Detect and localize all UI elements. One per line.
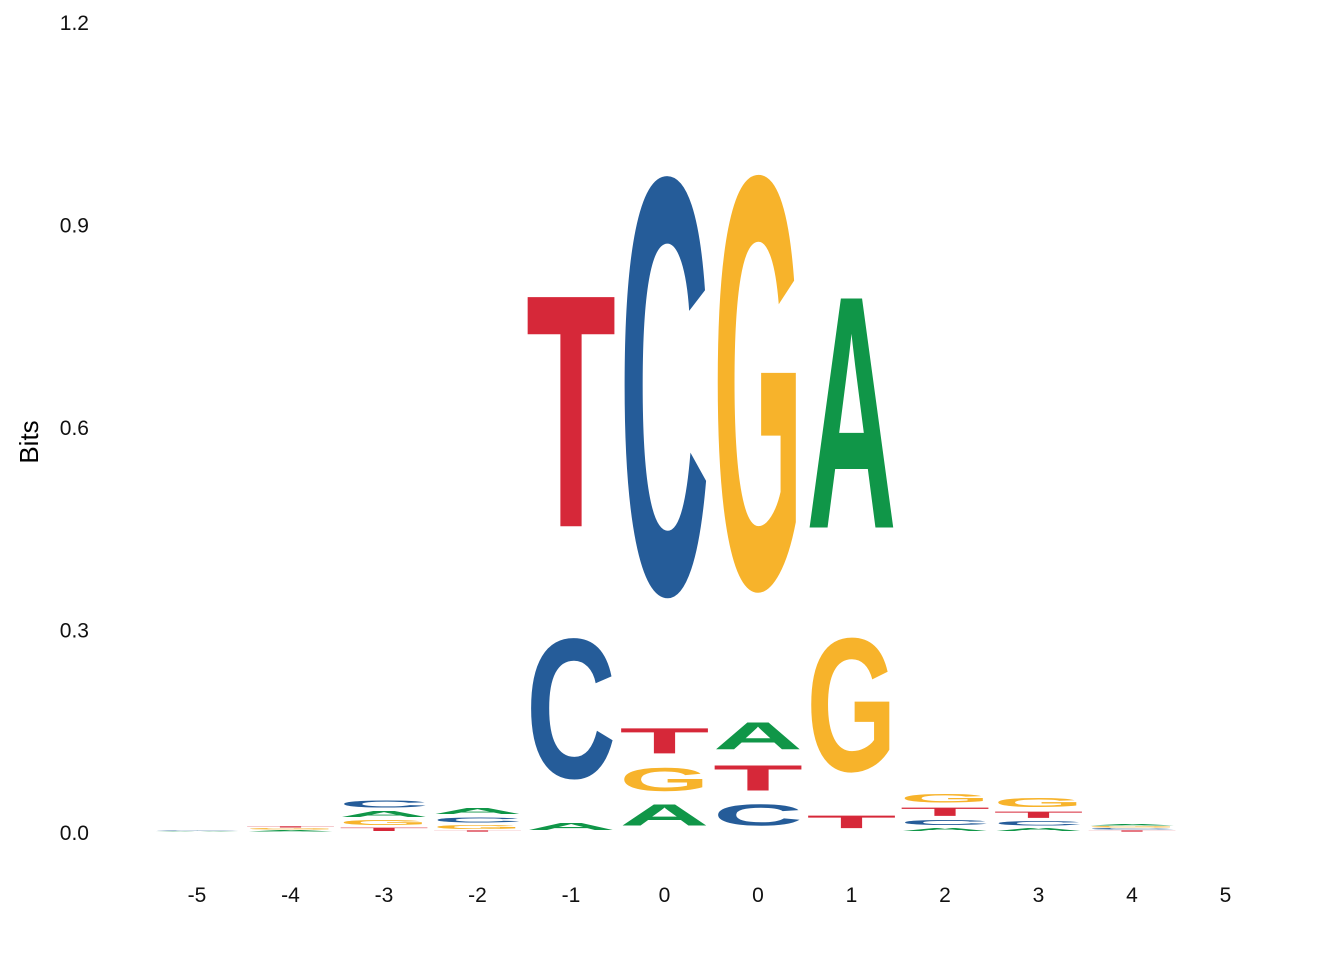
x-tick-label: 0 — [659, 884, 671, 907]
logo-letter-C: C — [900, 818, 990, 826]
logo-letter-T: T — [246, 826, 336, 828]
logo-letter-G: G — [620, 761, 710, 798]
logo-letter-G: G — [433, 824, 523, 830]
logo-letter-C: C — [713, 798, 803, 832]
logo-letter-G: G — [994, 795, 1084, 810]
logo-letter-A: A — [433, 807, 523, 816]
logo-letter-A: A — [994, 827, 1084, 832]
logo-letter-T: T — [1087, 830, 1177, 832]
logo-letter-C: C — [152, 829, 242, 830]
y-tick-label: 0.6 — [60, 417, 89, 440]
stack-position: AC — [152, 829, 242, 832]
x-tick-label: -5 — [188, 884, 207, 907]
x-tick-label: -1 — [562, 884, 581, 907]
logo-letter-A: A — [900, 827, 990, 832]
logo-letter-C: C — [433, 816, 523, 824]
logo-letter-T: T — [900, 805, 990, 819]
logo-letter-C: C — [526, 598, 616, 821]
logo-letter-G: G — [1087, 826, 1177, 828]
logo-letter-A: A — [246, 830, 336, 832]
y-axis: 0.0 0.3 0.6 0.9 1.2 — [60, 12, 89, 845]
x-tick-label: -4 — [281, 884, 300, 907]
x-tick-label: 2 — [939, 884, 951, 907]
logo-letter-T: T — [620, 720, 710, 761]
logo-letter-C: C — [994, 820, 1084, 827]
y-tick-label: 0.0 — [60, 822, 89, 845]
logo-letter-G: G — [807, 599, 897, 812]
x-tick-label: -2 — [468, 884, 487, 907]
logo-letter-C: C — [1087, 828, 1177, 830]
logo-letter-T: T — [713, 758, 803, 799]
x-axis: -5 -4 -3 -2 -1 0 0 1 2 3 4 5 — [188, 884, 1232, 907]
logo-letter-A: A — [526, 820, 616, 832]
logo-letter-T: T — [339, 827, 429, 832]
logo-letter-A: A — [620, 798, 710, 832]
y-axis-label: Bits — [14, 420, 44, 463]
logo-letter-G: G — [246, 828, 336, 830]
logo-letter-A: A — [1087, 824, 1177, 826]
stack-position: AGT — [246, 826, 336, 832]
x-tick-label: -3 — [375, 884, 394, 907]
logo-letter-A: A — [339, 810, 429, 819]
stack-position: TGA — [807, 227, 897, 832]
logo-letter-T: T — [433, 830, 523, 832]
logo-letter-C: C — [620, 54, 710, 720]
logo-letter-G: G — [900, 792, 990, 805]
logo-letter-A: A — [807, 227, 897, 599]
x-tick-label: 0 — [752, 884, 764, 907]
x-tick-label: 3 — [1033, 884, 1045, 907]
y-tick-label: 0.9 — [60, 215, 89, 238]
x-tick-label: 4 — [1126, 884, 1138, 907]
logo-letter-C: C — [339, 799, 429, 810]
logo-letter-A: A — [713, 714, 803, 758]
logo-letter-G: G — [713, 54, 803, 713]
y-tick-label: 0.3 — [60, 620, 89, 643]
x-tick-label: 1 — [846, 884, 858, 907]
logo-letter-T: T — [526, 225, 616, 597]
logo-letter-G: G — [339, 819, 429, 827]
logo-letter-T: T — [994, 810, 1084, 820]
stack-position: ACT — [526, 225, 616, 832]
logo-letter-A: A — [152, 831, 242, 832]
logo-letter-T: T — [807, 812, 897, 832]
x-tick-label: 5 — [1220, 884, 1232, 907]
y-tick-label: 1.2 — [60, 12, 89, 35]
